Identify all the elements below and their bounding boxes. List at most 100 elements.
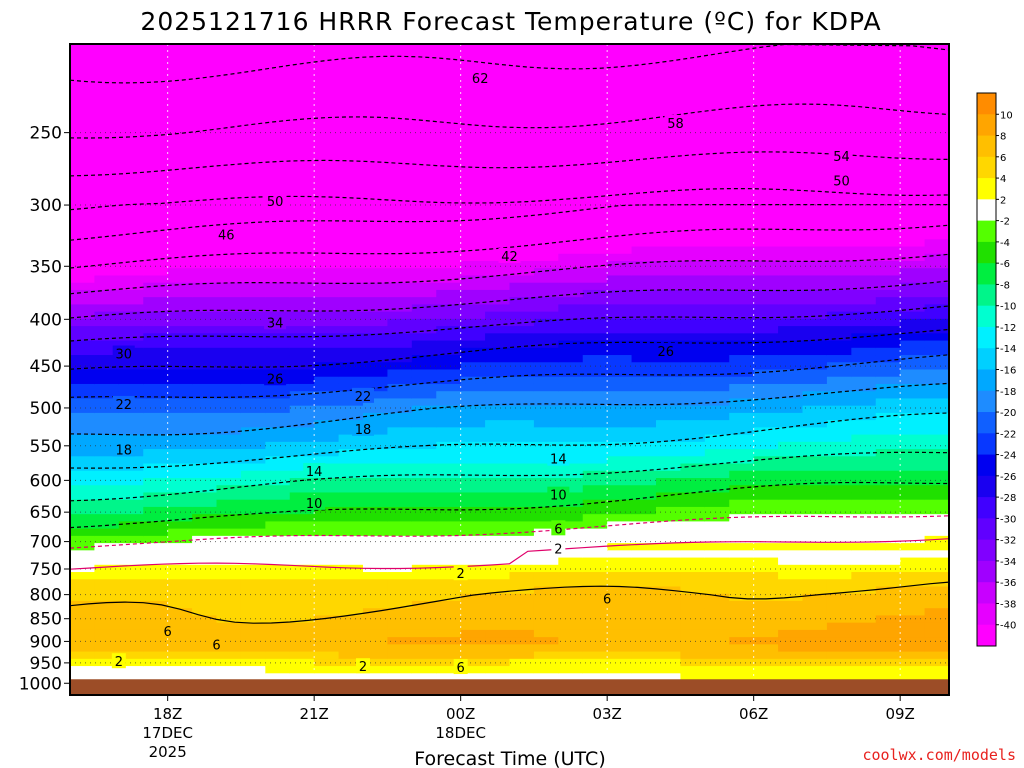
temperature-cell <box>631 362 657 371</box>
credit-link[interactable]: coolwx.com/models <box>862 746 1016 764</box>
temperature-cell <box>436 188 462 197</box>
temperature-cell <box>70 434 96 443</box>
temperature-cell <box>216 557 242 566</box>
temperature-cell <box>509 550 535 559</box>
temperature-cell <box>607 666 633 674</box>
temperature-cell <box>314 362 340 371</box>
temperature-cell <box>70 405 96 414</box>
temperature-cell <box>656 203 682 211</box>
temperature-cell <box>411 87 437 96</box>
temperature-cell <box>411 666 437 674</box>
temperature-cell <box>363 72 389 81</box>
temperature-cell <box>143 492 169 501</box>
temperature-cell <box>387 152 413 161</box>
temperature-cell <box>582 651 608 660</box>
temperature-cell <box>192 282 218 291</box>
temperature-cell <box>778 224 804 233</box>
temperature-cell <box>607 297 633 305</box>
temperature-cell <box>802 434 828 443</box>
temperature-cell <box>558 87 584 96</box>
temperature-cell <box>924 434 949 443</box>
temperature-cell <box>265 289 291 298</box>
temperature-cell <box>118 261 144 269</box>
temperature-cell <box>94 304 120 313</box>
temperature-cell <box>851 130 877 139</box>
temperature-cell <box>289 355 315 363</box>
temperature-cell <box>607 579 633 588</box>
temperature-cell <box>851 499 877 508</box>
contour-label-bg <box>352 420 374 436</box>
temperature-cell <box>314 340 340 349</box>
temperature-cell <box>924 622 949 631</box>
temperature-cell <box>826 355 852 363</box>
temperature-cell <box>509 94 535 103</box>
temperature-cell <box>558 72 584 81</box>
temperature-cell <box>240 253 266 262</box>
temperature-cell <box>485 673 511 682</box>
colorbar-swatch <box>977 582 996 604</box>
temperature-cell <box>363 478 389 486</box>
temperature-cell <box>94 405 120 414</box>
temperature-cell <box>924 289 949 298</box>
temperature-cell <box>851 297 877 305</box>
temperature-cell <box>680 572 706 580</box>
temperature-cell <box>533 311 559 320</box>
temperature-cell <box>118 420 144 428</box>
temperature-cell <box>167 622 193 631</box>
temperature-cell <box>118 232 144 240</box>
temperature-cell <box>460 666 486 674</box>
temperature-cell <box>118 564 144 573</box>
temperature-cell <box>289 282 315 291</box>
temperature-cell <box>729 651 755 660</box>
temperature-cell <box>729 152 755 161</box>
temperature-cell <box>509 116 535 125</box>
temperature-cell <box>778 434 804 443</box>
temperature-cell <box>94 615 120 624</box>
temperature-cell <box>436 550 462 559</box>
temperature-cell <box>900 470 926 479</box>
temperature-cell <box>216 478 242 486</box>
temperature-cell <box>265 261 291 269</box>
temperature-cell <box>753 593 779 602</box>
temperature-cell <box>70 492 96 501</box>
temperature-cell <box>924 347 949 356</box>
temperature-cell <box>851 65 877 74</box>
temperature-cell <box>900 326 926 334</box>
temperature-cell <box>509 51 535 60</box>
temperature-cell <box>729 94 755 103</box>
temperature-cell <box>680 499 706 508</box>
temperature-cell <box>704 644 730 653</box>
temperature-cell <box>582 369 608 378</box>
temperature-cell <box>485 159 511 168</box>
temperature-cell <box>607 492 633 501</box>
temperature-cell <box>314 138 340 146</box>
temperature-cell <box>387 275 413 284</box>
temperature-cell <box>558 615 584 624</box>
temperature-cell <box>875 506 901 515</box>
temperature-cell <box>338 239 364 248</box>
temperature-cell <box>607 427 633 436</box>
temperature-cell <box>607 434 633 443</box>
temperature-cell <box>338 441 364 450</box>
temperature-cell <box>70 470 96 479</box>
temperature-cell <box>265 485 291 494</box>
temperature-cell <box>314 210 340 219</box>
contour-label: 18 <box>355 423 372 438</box>
temperature-cell <box>70 514 96 522</box>
temperature-cell <box>265 326 291 334</box>
temperature-cell <box>143 383 169 392</box>
temperature-cell <box>680 253 706 262</box>
temperature-cell <box>607 181 633 190</box>
temperature-cell <box>729 174 755 183</box>
temperature-cell <box>631 673 657 682</box>
temperature-cell <box>314 383 340 392</box>
temperature-cell <box>436 615 462 624</box>
temperature-cell <box>167 629 193 638</box>
temperature-cell <box>753 622 779 631</box>
temperature-cell <box>533 51 559 60</box>
temperature-cell <box>680 362 706 371</box>
temperature-cell <box>924 195 949 204</box>
temperature-cell <box>704 449 730 457</box>
temperature-cell <box>118 94 144 103</box>
temperature-cell <box>485 405 511 414</box>
